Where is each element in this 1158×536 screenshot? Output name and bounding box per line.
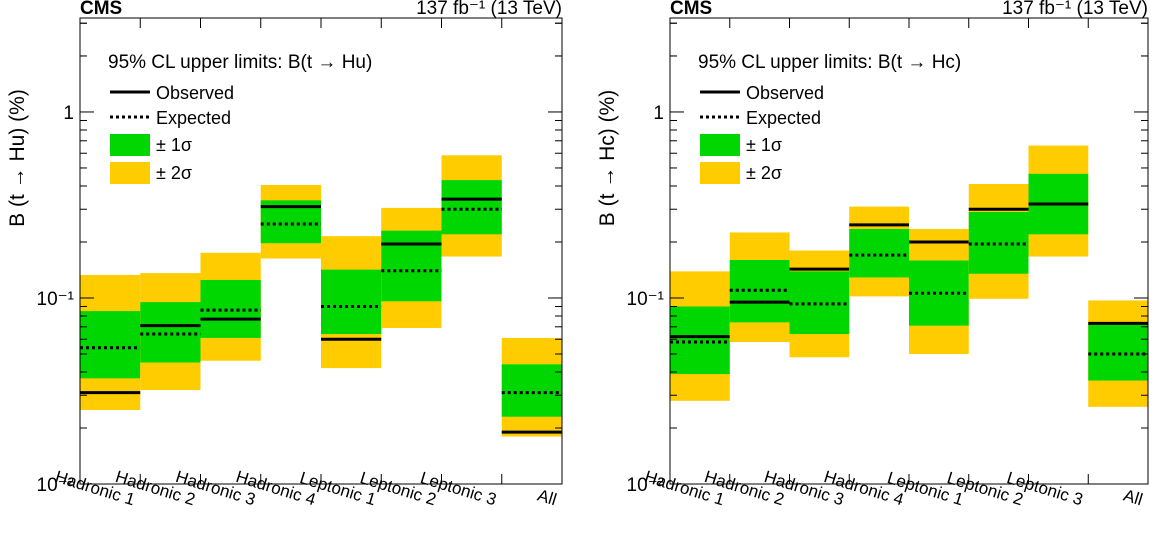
experiment-label: CMS xyxy=(670,0,712,19)
legend-1sigma-label: ± 1σ xyxy=(746,135,782,155)
band-1sigma xyxy=(501,364,562,417)
band-1sigma xyxy=(80,311,141,379)
legend-observed-label: Observed xyxy=(156,83,234,103)
band-1sigma xyxy=(321,269,382,335)
legend-title: 95% CL upper limits: B(t → Hc) xyxy=(698,52,961,73)
legend: 95% CL upper limits: B(t → Hc) Observed Ex… xyxy=(698,52,961,184)
y-axis-title: B (t → Hu) (%) xyxy=(6,89,29,227)
legend-2sigma-swatch xyxy=(110,162,150,184)
band-1sigma xyxy=(441,180,502,235)
legend-2sigma-swatch xyxy=(700,162,740,184)
y-axis-title: B (t → Hc) (%) xyxy=(596,90,619,227)
y-tick-label: 10⁻¹ xyxy=(627,289,665,310)
legend-observed-label: Observed xyxy=(746,83,824,103)
legend-1sigma-label: ± 1σ xyxy=(156,135,192,155)
legend-expected-label: Expected xyxy=(156,108,231,128)
legend-2sigma-label: ± 2σ xyxy=(746,163,782,183)
y-tick-label: 10⁻² xyxy=(627,475,665,496)
y-tick-label: 10⁻¹ xyxy=(37,289,75,310)
band-1sigma xyxy=(381,230,442,302)
legend-expected-label: Expected xyxy=(746,108,821,128)
band-1sigma xyxy=(670,306,730,375)
legend-1sigma-swatch xyxy=(110,134,150,156)
legend: 95% CL upper limits: B(t → Hu) Observed Ex… xyxy=(108,52,372,184)
y-tick-label: 1 xyxy=(63,103,74,124)
band-1sigma xyxy=(140,302,201,363)
y-tick-label: 10⁻² xyxy=(37,475,75,496)
experiment-label: CMS xyxy=(80,0,122,19)
y-tick-label: 1 xyxy=(653,103,664,124)
band-1sigma xyxy=(849,228,909,278)
legend-1sigma-swatch xyxy=(700,134,740,156)
luminosity-label: 137 fb⁻¹ (13 TeV) xyxy=(416,0,562,19)
x-category-label: All xyxy=(1121,486,1145,510)
legend-title: 95% CL upper limits: B(t → Hu) xyxy=(108,52,372,73)
x-category-label: All xyxy=(535,486,559,510)
luminosity-label: 137 fb⁻¹ (13 TeV) xyxy=(1002,0,1148,19)
legend-2sigma-label: ± 2σ xyxy=(156,163,192,183)
